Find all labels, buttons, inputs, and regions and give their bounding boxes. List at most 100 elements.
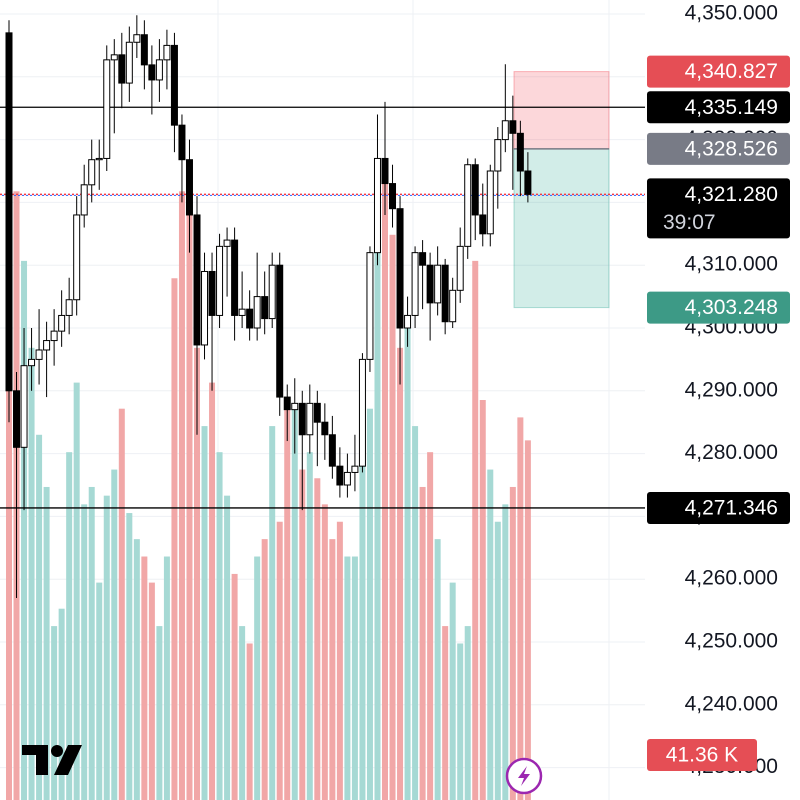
volume-bar	[194, 347, 200, 800]
candle-body	[163, 44, 171, 61]
candle-body	[268, 264, 276, 320]
price-badge	[647, 291, 790, 324]
candle-body	[208, 270, 216, 316]
volume-bar	[434, 539, 441, 800]
candle-body	[509, 120, 517, 134]
volume-bar	[502, 504, 509, 800]
candle-body	[276, 264, 284, 398]
volume-bar	[359, 452, 366, 800]
candle-body	[336, 465, 344, 486]
price-badge	[647, 132, 790, 165]
candle-body	[486, 170, 494, 235]
lightning-button[interactable]	[505, 757, 543, 795]
candle-body	[133, 34, 141, 43]
candle-body	[358, 358, 366, 467]
candle-body	[246, 308, 254, 329]
volume-bar	[103, 495, 110, 800]
candle-body	[13, 390, 21, 448]
candle-body	[216, 245, 224, 316]
candle-body	[80, 184, 88, 216]
candle-body	[328, 434, 336, 467]
candle-body	[223, 239, 231, 247]
volume-bar	[178, 191, 185, 800]
volume-bar	[524, 440, 531, 800]
volume-bar	[284, 400, 291, 800]
y-tick-label: 4,310.000	[685, 253, 778, 276]
candle-body	[464, 164, 472, 247]
y-tick-label: 4,250.000	[685, 630, 778, 653]
candle-body	[426, 264, 434, 304]
candle-body	[95, 157, 103, 161]
candle-body	[434, 264, 442, 304]
tradingview-logo	[22, 745, 82, 775]
volume-bar	[28, 347, 35, 800]
volume-badge	[647, 739, 757, 771]
candle-body	[155, 59, 163, 81]
volume-bar	[366, 408, 373, 800]
volume-bar	[321, 504, 328, 800]
volume-bar	[261, 539, 268, 800]
candle-body	[65, 299, 73, 316]
volume-bar	[88, 486, 95, 800]
volume-bar	[291, 408, 298, 800]
y-tick-label: 4,260.000	[685, 567, 778, 590]
candle-body	[50, 330, 58, 342]
price-badge	[647, 91, 790, 124]
volume-bar	[269, 426, 276, 800]
volume-bar	[419, 486, 426, 800]
volume-bar	[472, 260, 479, 800]
volume-bar	[133, 539, 140, 800]
candle-body	[343, 471, 351, 486]
volume-bar	[171, 278, 178, 800]
volume-bar	[148, 582, 155, 800]
candle-body	[298, 402, 306, 436]
price-badge	[647, 178, 790, 239]
volume-bar	[6, 52, 12, 800]
volume-bar	[81, 504, 88, 800]
volume-bar	[111, 469, 118, 800]
logo-part	[22, 745, 48, 775]
candle-body	[306, 402, 314, 436]
candle-body	[118, 54, 126, 84]
volume-bar	[457, 643, 464, 800]
volume-badge-label: 41.36 K	[666, 744, 738, 767]
candle-body	[471, 164, 479, 216]
volume-bar	[494, 521, 501, 800]
volume-bar	[58, 608, 65, 800]
candle-body	[524, 170, 532, 195]
y-tick-label: 4,240.000	[685, 692, 778, 715]
volume-bar	[344, 556, 351, 800]
candle-body	[178, 124, 186, 161]
logo-part	[51, 745, 63, 757]
candle-body	[261, 296, 269, 320]
volume-bar	[306, 452, 313, 800]
candle-body	[35, 349, 43, 360]
volume-bar	[254, 556, 261, 800]
candle-body	[366, 252, 374, 360]
volume-bar	[404, 321, 411, 800]
candle-body	[321, 421, 329, 436]
volume-bar	[163, 556, 170, 800]
candle-body	[411, 252, 419, 316]
y-tick-label: 4,350.000	[685, 2, 778, 25]
volume-bar	[73, 382, 80, 800]
volume-bar	[389, 234, 396, 800]
candle-body	[494, 139, 502, 172]
volume-bar	[96, 582, 103, 800]
volume-bar	[517, 417, 524, 800]
candle-body	[419, 252, 427, 266]
candle-body	[396, 208, 404, 329]
price-badge-label: 4,328.526	[685, 137, 778, 160]
candle-body	[110, 54, 118, 61]
candle-body	[479, 214, 487, 235]
candle-body	[231, 239, 239, 316]
volume-bar	[479, 400, 486, 800]
candle-body	[193, 214, 201, 346]
candle-body	[20, 365, 28, 448]
volume-bar	[276, 521, 283, 800]
volume-bar	[449, 582, 456, 800]
candle-body	[441, 264, 449, 323]
y-tick-label: 4,280.000	[685, 441, 778, 464]
y-tick-label: 4,290.000	[685, 378, 778, 401]
